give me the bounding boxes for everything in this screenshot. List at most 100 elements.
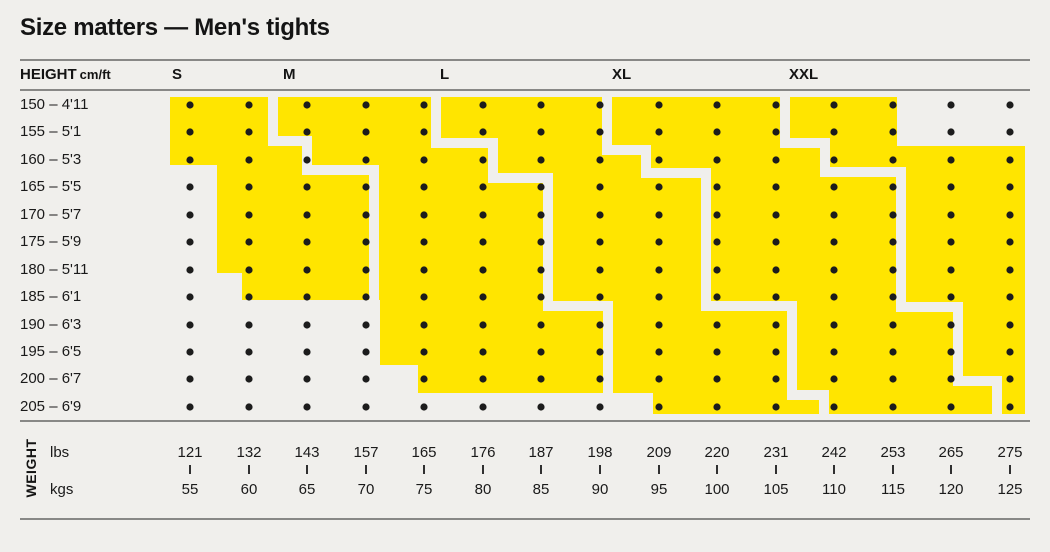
grid-dot <box>537 266 545 274</box>
grid-dot <box>1006 321 1014 329</box>
weight-tick <box>775 465 777 474</box>
grid-dot <box>772 238 780 246</box>
grid-dot <box>596 375 604 383</box>
grid-dot <box>420 375 428 383</box>
grid-dot <box>420 403 428 411</box>
grid-dot <box>1006 266 1014 274</box>
grid-dot <box>655 101 663 109</box>
height-row-label: 200 – 6'7 <box>20 370 82 387</box>
grid-dot <box>947 321 955 329</box>
grid-dot <box>889 128 897 136</box>
grid-dot <box>537 293 545 301</box>
grid-dot <box>537 238 545 246</box>
grid-dot <box>245 403 253 411</box>
grid-dot <box>772 348 780 356</box>
grid-dot <box>362 266 370 274</box>
grid-dot <box>830 183 838 191</box>
grid-dot <box>479 321 487 329</box>
grid-dot <box>713 183 721 191</box>
grid-dot <box>245 321 253 329</box>
grid-dot <box>1006 293 1014 301</box>
grid-dot <box>947 128 955 136</box>
grid-dot <box>479 266 487 274</box>
grid-dot <box>596 156 604 164</box>
grid-dot <box>186 348 194 356</box>
grid-dot <box>830 375 838 383</box>
grid-dot <box>655 293 663 301</box>
grid-dot <box>362 403 370 411</box>
grid-dot <box>420 238 428 246</box>
grid-dot <box>713 211 721 219</box>
size-header-m: M <box>283 66 296 83</box>
size-region-band <box>170 146 1025 165</box>
height-row-label: 180 – 5'11 <box>20 261 89 278</box>
grid-dot <box>947 293 955 301</box>
kgs-value: 60 <box>240 481 258 498</box>
weight-tick <box>1009 465 1011 474</box>
kgs-row-label: kgs <box>50 481 74 498</box>
grid-dot <box>1006 211 1014 219</box>
kgs-value: 55 <box>181 481 199 498</box>
grid-dot <box>655 348 663 356</box>
kgs-value: 100 <box>704 481 730 498</box>
grid-dot <box>420 293 428 301</box>
lbs-value: 157 <box>353 444 379 461</box>
grid-dot <box>303 348 311 356</box>
grid-dot <box>947 183 955 191</box>
grid-dot <box>655 128 663 136</box>
grid-dot <box>479 156 487 164</box>
grid-dot <box>830 128 838 136</box>
lbs-value: 198 <box>587 444 613 461</box>
weight-tick <box>306 465 308 474</box>
size-header-xxl: XXL <box>789 66 819 83</box>
grid-dot <box>889 101 897 109</box>
grid-dot <box>537 101 545 109</box>
page-title: Size matters — Men's tights <box>20 14 330 41</box>
grid-dot <box>947 238 955 246</box>
grid-dot <box>362 211 370 219</box>
grid-dot <box>186 321 194 329</box>
grid-dot <box>245 183 253 191</box>
grid-dot <box>245 375 253 383</box>
grid-dot <box>947 101 955 109</box>
height-axis-header: HEIGHT cm/ft <box>20 66 111 83</box>
grid-dot <box>420 183 428 191</box>
grid-dot <box>1006 183 1014 191</box>
grid-dot <box>303 375 311 383</box>
grid-dot <box>1006 128 1014 136</box>
grid-dot <box>186 183 194 191</box>
grid-dot <box>537 183 545 191</box>
weight-tick <box>423 465 425 474</box>
grid-dot <box>245 211 253 219</box>
height-row-label: 165 – 5'5 <box>20 178 82 195</box>
height-axis-label: HEIGHT <box>20 66 77 83</box>
grid-dot <box>303 266 311 274</box>
grid-dot <box>362 183 370 191</box>
height-row-label: 185 – 6'1 <box>20 288 82 305</box>
grid-dot <box>655 266 663 274</box>
height-row-label: 150 – 4'11 <box>20 96 89 113</box>
size-region-band <box>217 165 1025 273</box>
grid-dot <box>186 266 194 274</box>
grid-dot <box>655 321 663 329</box>
grid-dot <box>655 211 663 219</box>
size-region-band <box>653 393 1025 414</box>
lbs-value: 176 <box>470 444 496 461</box>
grid-dot <box>713 348 721 356</box>
grid-dot <box>537 156 545 164</box>
grid-dot <box>889 238 897 246</box>
lbs-value: 265 <box>938 444 964 461</box>
lbs-value: 187 <box>528 444 554 461</box>
weight-tick <box>540 465 542 474</box>
grid-dot <box>713 156 721 164</box>
grid-dot <box>420 211 428 219</box>
height-row-label: 160 – 5'3 <box>20 151 82 168</box>
grid-dot <box>303 183 311 191</box>
grid-dot <box>655 156 663 164</box>
grid-dot <box>537 321 545 329</box>
grid-dot <box>362 238 370 246</box>
grid-dot <box>186 238 194 246</box>
grid-dot <box>186 101 194 109</box>
kgs-value: 110 <box>822 481 846 498</box>
grid-dot <box>655 375 663 383</box>
